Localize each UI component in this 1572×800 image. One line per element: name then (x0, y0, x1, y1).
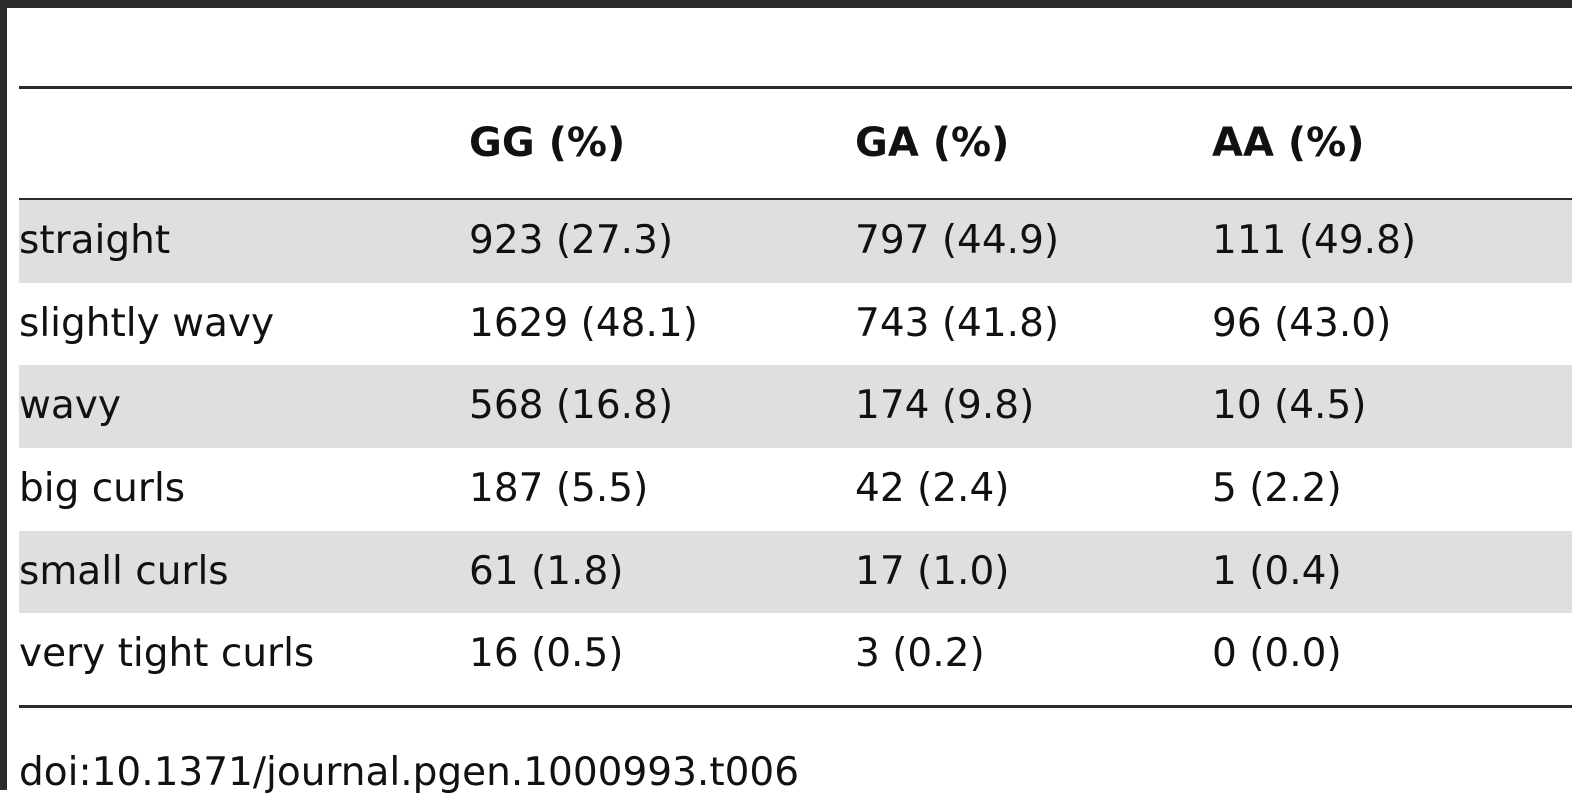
doi-caption: doi:10.1371/journal.pgen.1000993.t006 (19, 750, 800, 795)
table-header-rule (19, 198, 1572, 200)
cell-aa: 1 (0.4) (1212, 548, 1342, 594)
cell-aa: 111 (49.8) (1212, 218, 1417, 263)
cell-gg: 923 (27.3) (469, 218, 674, 263)
cell-ga: 42 (2.4) (855, 466, 1010, 512)
table-row: small curls 61 (1.8) 17 (1.0) 1 (0.4) (19, 530, 1572, 614)
table-row: straight 923 (27.3) 797 (44.9) 111 (49.8… (19, 200, 1572, 283)
table-row: big curls 187 (5.5) 42 (2.4) 5 (2.2) (19, 448, 1572, 531)
cell-ga: 17 (1.0) (855, 548, 1010, 594)
table-row: very tight curls 16 (0.5) 3 (0.2) 0 (0.0… (19, 613, 1572, 696)
row-label: straight (19, 218, 171, 263)
left-border (0, 0, 7, 790)
cell-aa: 5 (2.2) (1212, 466, 1342, 512)
table-header-row: GG (%) GA (%) AA (%) (19, 89, 1572, 198)
header-cell-gg: GG (%) (469, 120, 626, 166)
cell-gg: 61 (1.8) (469, 548, 624, 594)
row-label: very tight curls (19, 631, 315, 677)
genotype-table: GG (%) GA (%) AA (%) straight 923 (27.3)… (19, 89, 1572, 676)
table-bottom-rule (19, 705, 1572, 708)
table-body: straight 923 (27.3) 797 (44.9) 111 (49.8… (19, 200, 1572, 696)
cell-gg: 568 (16.8) (469, 383, 674, 429)
table-row: wavy 568 (16.8) 174 (9.8) 10 (4.5) (19, 365, 1572, 449)
row-label: wavy (19, 383, 121, 429)
cell-ga: 3 (0.2) (855, 631, 985, 677)
cell-aa: 0 (0.0) (1212, 631, 1342, 677)
cell-gg: 16 (0.5) (469, 631, 624, 677)
cell-aa: 10 (4.5) (1212, 383, 1367, 429)
cell-aa: 96 (43.0) (1212, 300, 1392, 346)
row-label: small curls (19, 548, 229, 594)
header-cell-ga: GA (%) (855, 120, 1010, 166)
row-label: slightly wavy (19, 300, 275, 346)
table-row: slightly wavy 1629 (48.1) 743 (41.8) 96 … (19, 283, 1572, 366)
cell-ga: 743 (41.8) (855, 300, 1060, 346)
cell-gg: 1629 (48.1) (469, 300, 698, 346)
row-label: big curls (19, 466, 186, 512)
table-top-rule (19, 86, 1572, 89)
cell-ga: 174 (9.8) (855, 383, 1035, 429)
cell-gg: 187 (5.5) (469, 466, 649, 512)
top-border (0, 0, 1572, 8)
cell-ga: 797 (44.9) (855, 218, 1060, 263)
header-cell-aa: AA (%) (1212, 120, 1365, 166)
